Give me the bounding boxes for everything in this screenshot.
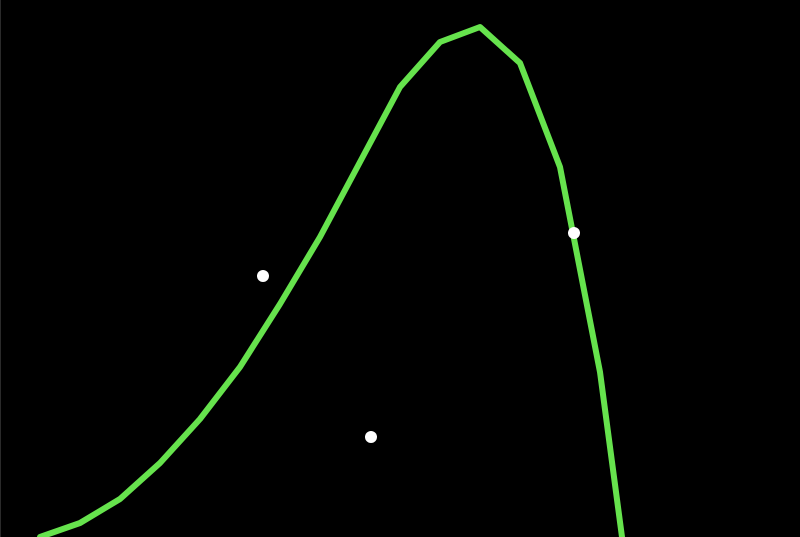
data-point-2[interactable]: [365, 431, 377, 443]
series-layer: [37, 24, 625, 537]
data-point-0[interactable]: [257, 270, 269, 282]
canvas-left-edge: [0, 0, 1, 537]
series-line-0: [37, 24, 625, 537]
points-layer: [257, 227, 580, 443]
data-point-1[interactable]: [568, 227, 580, 239]
